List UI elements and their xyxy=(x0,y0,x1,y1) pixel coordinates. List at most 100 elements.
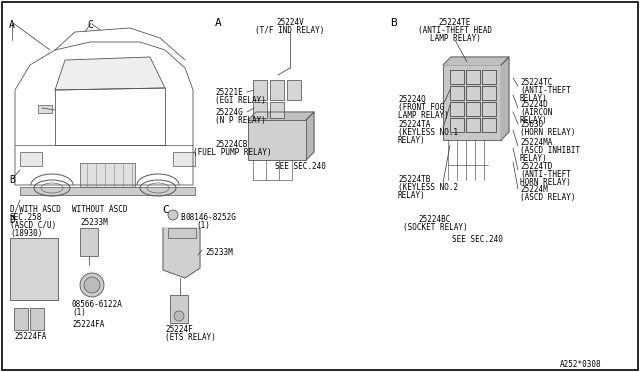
Text: (1): (1) xyxy=(196,221,210,230)
Polygon shape xyxy=(163,228,200,278)
Text: D WITH ASCD: D WITH ASCD xyxy=(10,205,61,214)
Bar xyxy=(80,228,98,256)
Circle shape xyxy=(174,311,184,321)
Text: (HORN RELAY): (HORN RELAY) xyxy=(520,128,575,137)
Bar xyxy=(482,102,496,116)
Text: (ANTI-THEFT: (ANTI-THEFT xyxy=(520,86,571,95)
Circle shape xyxy=(84,277,100,293)
Text: 25630: 25630 xyxy=(520,120,543,129)
Text: 08146-8252G: 08146-8252G xyxy=(186,213,237,222)
Bar xyxy=(466,70,480,84)
Bar xyxy=(482,118,496,132)
Text: (T/F IND RELAY): (T/F IND RELAY) xyxy=(255,26,324,35)
Text: B: B xyxy=(180,213,184,222)
Text: 25224BC: 25224BC xyxy=(419,215,451,224)
Text: (KEYLESS NO.2: (KEYLESS NO.2 xyxy=(398,183,458,192)
Bar xyxy=(287,80,301,100)
Bar xyxy=(38,105,52,113)
Bar xyxy=(466,102,480,116)
Text: 25233M: 25233M xyxy=(205,248,233,257)
Bar xyxy=(482,102,496,116)
Bar xyxy=(466,118,480,132)
Bar xyxy=(450,70,464,84)
Bar xyxy=(482,70,496,84)
Bar xyxy=(80,163,135,187)
Text: (ASCD RELAY): (ASCD RELAY) xyxy=(520,193,575,202)
Bar xyxy=(170,295,188,323)
Polygon shape xyxy=(306,112,314,160)
Bar xyxy=(482,70,496,84)
Text: RELAY): RELAY) xyxy=(398,191,426,200)
Bar xyxy=(450,118,464,132)
Text: 25224CB: 25224CB xyxy=(216,140,248,149)
Text: (ANTI-THEFT: (ANTI-THEFT xyxy=(520,170,571,179)
Text: 25224Q: 25224Q xyxy=(398,95,426,104)
Bar xyxy=(450,118,464,132)
Bar xyxy=(270,80,284,100)
Text: (ASCD C/U): (ASCD C/U) xyxy=(10,221,56,230)
Text: 25233M: 25233M xyxy=(80,218,108,227)
Text: D: D xyxy=(9,215,15,225)
Bar xyxy=(482,86,496,100)
Bar xyxy=(466,70,480,84)
Bar xyxy=(253,80,267,100)
Bar xyxy=(253,102,267,118)
Text: RELAY): RELAY) xyxy=(520,154,548,163)
Text: (FRONT FOG: (FRONT FOG xyxy=(398,103,444,112)
Polygon shape xyxy=(55,57,165,90)
Text: (KEYLESS NO.1: (KEYLESS NO.1 xyxy=(398,128,458,137)
Text: A: A xyxy=(215,18,221,28)
Bar xyxy=(450,102,464,116)
Text: 25224D: 25224D xyxy=(520,100,548,109)
Bar xyxy=(482,118,496,132)
Text: B: B xyxy=(9,175,15,185)
Text: (N P RELAY): (N P RELAY) xyxy=(215,116,266,125)
Text: 25224V: 25224V xyxy=(276,18,304,27)
Text: S: S xyxy=(89,283,93,292)
Bar xyxy=(168,228,196,238)
Text: (FUEL PUMP RELAY): (FUEL PUMP RELAY) xyxy=(193,148,271,157)
Text: 25221E: 25221E xyxy=(215,88,243,97)
Bar xyxy=(443,65,501,140)
Bar xyxy=(450,102,464,116)
Bar xyxy=(450,86,464,100)
Text: A252*0308: A252*0308 xyxy=(560,360,602,369)
Text: RELAY): RELAY) xyxy=(398,136,426,145)
Text: LAMP RELAY): LAMP RELAY) xyxy=(429,34,481,43)
Bar xyxy=(10,238,58,300)
Text: (ANTI-THEFT HEAD: (ANTI-THEFT HEAD xyxy=(418,26,492,35)
Text: 25224MA: 25224MA xyxy=(520,138,552,147)
Polygon shape xyxy=(443,57,509,65)
Text: (AIRCON: (AIRCON xyxy=(520,108,552,117)
Text: B: B xyxy=(390,18,397,28)
Bar xyxy=(173,152,195,166)
Text: 25224TA: 25224TA xyxy=(398,120,430,129)
Bar xyxy=(20,152,42,166)
Text: (SOCKET RELAY): (SOCKET RELAY) xyxy=(403,223,467,232)
Bar xyxy=(466,86,480,100)
Text: 25224TD: 25224TD xyxy=(520,162,552,171)
Text: C: C xyxy=(162,205,169,215)
Bar xyxy=(20,187,195,195)
Polygon shape xyxy=(501,57,509,140)
Text: 25224TC: 25224TC xyxy=(520,78,552,87)
Bar xyxy=(450,70,464,84)
Text: SEC.258: SEC.258 xyxy=(10,213,42,222)
Text: (ASCD INHIBIT: (ASCD INHIBIT xyxy=(520,146,580,155)
Text: (1): (1) xyxy=(72,308,86,317)
Bar xyxy=(466,102,480,116)
Text: (18930): (18930) xyxy=(10,229,42,238)
Bar xyxy=(450,86,464,100)
Text: 25224FA: 25224FA xyxy=(14,332,46,341)
Bar xyxy=(466,118,480,132)
Text: (ETS RELAY): (ETS RELAY) xyxy=(165,333,216,342)
Circle shape xyxy=(80,273,104,297)
Text: 25224M: 25224M xyxy=(520,185,548,194)
Text: RELAY): RELAY) xyxy=(520,94,548,103)
Text: C: C xyxy=(87,20,93,30)
Text: HORN RELAY): HORN RELAY) xyxy=(520,178,571,187)
Text: 25224F: 25224F xyxy=(165,325,193,334)
Text: 25224G: 25224G xyxy=(215,108,243,117)
Text: 25224TE: 25224TE xyxy=(439,18,471,27)
Text: RELAY): RELAY) xyxy=(520,116,548,125)
